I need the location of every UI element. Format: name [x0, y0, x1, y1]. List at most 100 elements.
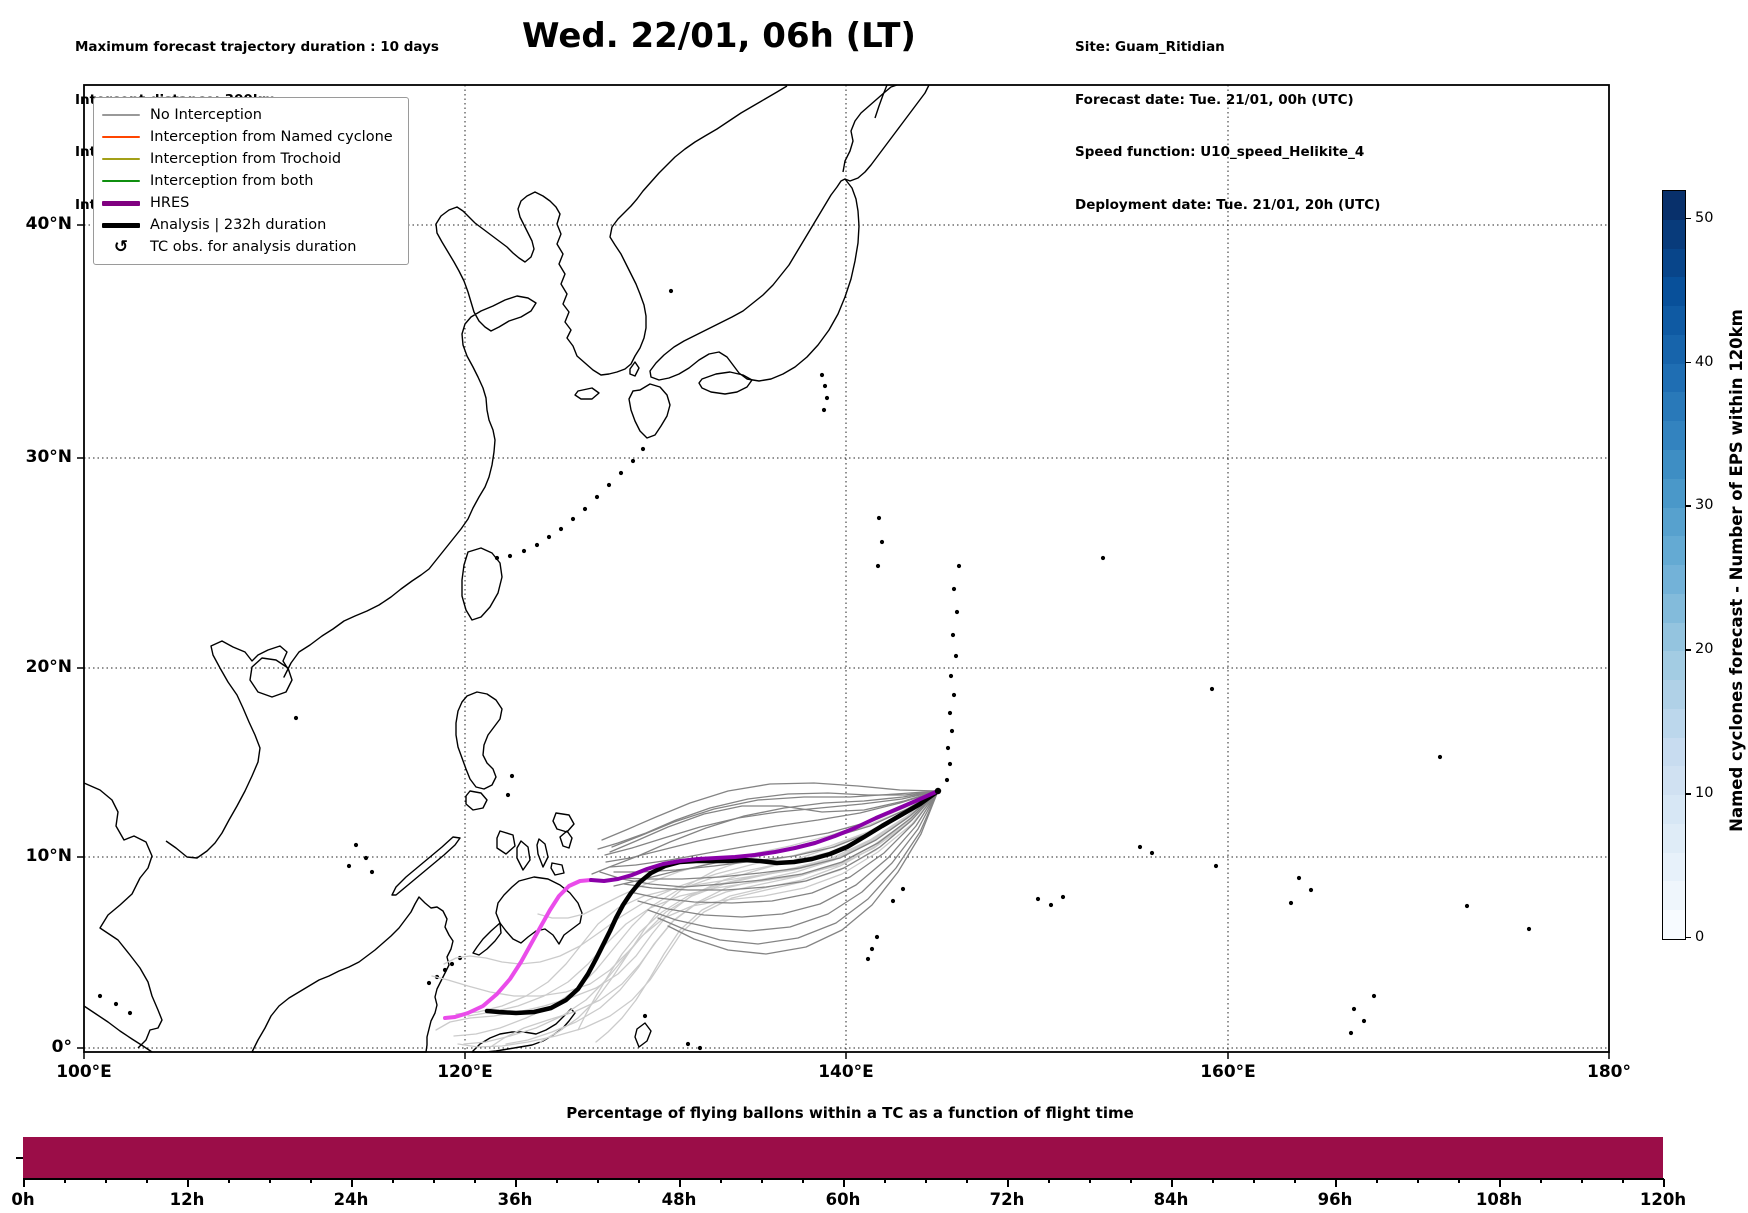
major-tick-84h [1171, 1179, 1173, 1187]
minor-tick [1581, 1179, 1583, 1183]
tick-label-120h: 120h [1639, 1190, 1687, 1209]
legend-item[interactable]: HRES [100, 192, 400, 214]
island-dot [582, 506, 588, 512]
minor-tick [638, 1179, 640, 1183]
lat-label-0°: 0° [51, 1037, 72, 1057]
map-frame [77, 84, 1610, 1059]
coastline-path [559, 830, 573, 849]
colorbar-tickmark [1685, 505, 1691, 507]
island-dot [1371, 993, 1377, 999]
legend-item[interactable]: Interception from Trochoid [100, 148, 400, 170]
trajectory-no-interception [623, 790, 939, 891]
legend-item[interactable]: No Interception [100, 104, 400, 126]
island-dot [521, 548, 527, 554]
trajectory-no-interception-light [595, 790, 939, 1043]
legend-item[interactable]: Interception from both [100, 170, 400, 192]
major-tick-108h [1499, 1179, 1501, 1187]
colorbar-axis-label: Named cyclones forecast - Number of EPS … [1726, 308, 1746, 832]
minor-tick [392, 1179, 394, 1183]
island-dot [1351, 1006, 1357, 1012]
island-dot [449, 961, 455, 967]
tick-label-84h: 84h [1153, 1190, 1189, 1209]
island-dot [945, 745, 951, 751]
coastline-path [472, 922, 502, 956]
flight-time-axis-line [23, 1178, 1664, 1180]
major-tick-0h [23, 1179, 25, 1187]
island-dot [113, 1001, 119, 1007]
island-dot [874, 934, 880, 940]
legend-item-label: Analysis | 232h duration [150, 217, 327, 233]
eps-colorbar [1662, 190, 1686, 940]
minor-tick [925, 1179, 927, 1183]
minor-tick [228, 1179, 230, 1183]
colorbar-segment [1663, 277, 1685, 307]
island-dot [1213, 863, 1219, 869]
colorbar-segment [1663, 306, 1685, 335]
island-dot [697, 1045, 703, 1051]
island-dot [824, 395, 830, 401]
lon-label-100°E: 100°E [56, 1062, 112, 1082]
island-dot [876, 515, 882, 521]
island-dot [505, 792, 511, 798]
island-dot [668, 288, 674, 294]
tick-label-12h: 12h [169, 1190, 205, 1209]
minor-tick [1458, 1179, 1460, 1183]
tick-label-72h: 72h [989, 1190, 1025, 1209]
minor-tick [1130, 1179, 1132, 1183]
coastline-path [516, 840, 531, 871]
legend-item-label: No Interception [150, 107, 262, 123]
legend-item[interactable]: Analysis | 232h duration [100, 214, 400, 236]
coastline-path [874, 84, 888, 119]
colorbar-segment [1663, 565, 1685, 594]
minor-tick [720, 1179, 722, 1183]
trajectory-no-interception [604, 790, 939, 856]
legend-item[interactable]: ↺ TC obs. for analysis duration [100, 236, 400, 258]
colorbar-segment [1663, 823, 1685, 853]
colorbar-segment [1663, 449, 1685, 479]
coastline-path [629, 361, 640, 377]
colorbar-tick-0: 0 [1695, 929, 1705, 945]
island-dot [442, 967, 448, 973]
island-dot [369, 869, 375, 875]
coastline-path [83, 1005, 153, 1053]
island-dot [363, 855, 369, 861]
island-dot [1308, 887, 1314, 893]
colorbar-segment [1663, 881, 1685, 911]
legend-item[interactable]: Interception from Named cyclone [100, 126, 400, 148]
island-dot [640, 446, 646, 452]
coastline-path [391, 836, 461, 896]
param-max-duration: Maximum forecast trajectory duration : 1… [75, 39, 439, 55]
minor-tick [64, 1179, 66, 1183]
colorbar-segment [1663, 651, 1685, 681]
colorbar-segment [1663, 622, 1685, 652]
lon-label-120°E: 120°E [437, 1062, 493, 1082]
tick-label-0h: 0h [11, 1190, 35, 1209]
colorbar-tick-30: 30 [1695, 497, 1714, 514]
trajectory-no-interception-light [435, 790, 939, 1031]
minor-tick [269, 1179, 271, 1183]
colorbar-segment [1663, 392, 1685, 422]
trajectory-no-interception [619, 790, 939, 880]
minor-tick [1212, 1179, 1214, 1183]
page-title: Wed. 22/01, 06h (LT) [522, 16, 916, 56]
trajectory-no-interception-light [577, 790, 939, 1031]
island-dot [949, 728, 955, 734]
colorbar-segment [1663, 593, 1685, 623]
legend-item-label: TC obs. for analysis duration [150, 239, 357, 255]
island-dot [509, 773, 515, 779]
island-dot [1296, 875, 1302, 881]
island-dot [1361, 1018, 1367, 1024]
launch-site-marker [934, 787, 942, 795]
trajectory-no-interception [637, 790, 939, 918]
coastline-path [496, 830, 516, 855]
trajectory-no-interception [629, 790, 939, 904]
lat-label-10°N: 10°N [25, 846, 72, 866]
minor-tick [1540, 1179, 1542, 1183]
island-dot [1348, 1030, 1354, 1036]
coastline-path [251, 896, 454, 1053]
coastline-path [536, 838, 549, 868]
minor-tick [146, 1179, 148, 1183]
colorbar-segment [1663, 248, 1685, 278]
minor-tick [597, 1179, 599, 1183]
colorbar-segment [1663, 852, 1685, 882]
